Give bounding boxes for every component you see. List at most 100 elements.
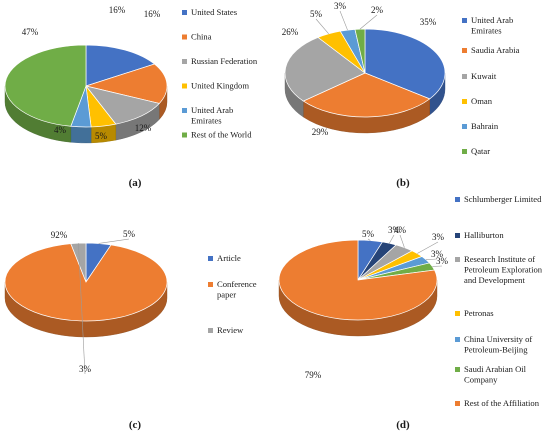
legend-item-rest-of-the-affiliation: Rest of the Affiliation [455, 398, 540, 408]
pie-slice-kuwait [284, 37, 366, 102]
pie-slice-united-states [85, 44, 156, 87]
pie-top [4, 44, 168, 128]
data-label-saudi-arabian-oil-company: 3% [436, 256, 449, 266]
legend-swatch [455, 367, 460, 372]
legend-swatch [208, 256, 213, 261]
data-label-petronas: 3% [432, 232, 445, 242]
legend-swatch [182, 34, 187, 40]
legend-swatch [462, 149, 467, 154]
data-labels: 35% 29% 26% 5% 3% 2% [282, 1, 437, 137]
legend-item-china: China [182, 32, 212, 42]
data-label-united-arab-emirates: 35% [420, 17, 437, 27]
data-label-kuwait: 26% [282, 27, 299, 37]
legend-item-qatar: Qatar [462, 146, 490, 156]
legend-label: Saudi Arabian Oil [464, 364, 527, 374]
panel-caption-c: (c) [129, 419, 142, 431]
legend-label: Oman [471, 96, 493, 106]
legend-swatch [182, 132, 187, 138]
leader-line [417, 241, 439, 254]
legend-item-rest-of-the-world: Rest of the World [182, 130, 252, 140]
leader-line [339, 10, 348, 31]
legend-label: Russian Federation [191, 56, 258, 66]
leader-line [359, 14, 378, 30]
pie-slice-conference-paper [4, 243, 168, 322]
panel-caption-a: (a) [129, 177, 142, 189]
legend-item-review: Review [208, 325, 244, 335]
data-label-china: 16% [109, 5, 126, 15]
legend-label: Schlumberger Limited [464, 194, 542, 204]
legend-label: Bahrain [471, 121, 499, 131]
legend-label: Kuwait [471, 71, 497, 81]
legend-swatch [182, 83, 187, 89]
legend-label: paper [217, 290, 236, 300]
legend-label: Petronas [464, 308, 494, 318]
data-label-halliburton: 3% [388, 225, 401, 235]
legend-swatch [182, 59, 187, 64]
pie-slice-qatar [354, 28, 366, 74]
legend-label: Qatar [471, 146, 490, 156]
legend-label: Petroleum Exploration [464, 265, 543, 275]
pie-slice-united-arab-emirates [364, 28, 446, 100]
legend-label: Review [217, 325, 244, 335]
data-label-review: 3% [79, 364, 92, 374]
legend-label: United Arab [471, 15, 513, 25]
legend-swatch [208, 282, 213, 287]
data-labels: 5% 3%4%3%3%3%79% [305, 225, 449, 380]
data-label-china-university-of-petroleum-beijing: 3% [431, 249, 444, 259]
legend-swatch [455, 257, 460, 262]
pie-top [4, 242, 168, 322]
panel-caption-d: (d) [396, 419, 410, 431]
legend-label: United Arab [191, 105, 233, 115]
legend-swatch [455, 311, 460, 316]
pie-slice-china [84, 63, 168, 104]
legend-swatch [182, 108, 187, 113]
legend-label: Rest of the Affiliation [464, 398, 540, 408]
legend-label: China University of [464, 334, 532, 344]
leader-line [367, 238, 371, 241]
pie-wall-united-arab-emirates [70, 126, 92, 144]
legend-item-russian-federation: Russian Federation [182, 56, 258, 66]
data-label-united-kingdom: 5% [95, 131, 108, 141]
leader-line [425, 258, 438, 260]
legend-label: United States [191, 7, 238, 17]
data-label-oman: 5% [310, 9, 323, 19]
legend-item-united-kingdom: United Kingdom [182, 81, 249, 91]
legend-item-halliburton: Halliburton [455, 230, 504, 240]
leader-line [98, 238, 130, 244]
data-label-united-states: 16% [144, 9, 161, 19]
panel-caption-b: (b) [396, 177, 410, 189]
pie-top [284, 28, 446, 118]
legend-label: Conference [217, 279, 257, 289]
legend-label: Petroleum-Beijing [464, 345, 528, 355]
leader-line [78, 243, 86, 375]
legend-label: Article [217, 253, 241, 263]
legend-label: Saudia Arabia [471, 45, 520, 55]
legend-swatch [208, 328, 213, 333]
pie-top [278, 239, 438, 321]
legend-item-schlumberger-limited: Schlumberger Limited [455, 194, 542, 204]
pie-slice-rest-of-the-world [4, 44, 87, 127]
legend-swatch [182, 10, 187, 15]
legend-item-united-states: United States [182, 7, 238, 17]
legend-item-petronas: Petronas [455, 308, 494, 318]
legend-label: Emirates [191, 116, 222, 126]
legend-item-kuwait: Kuwait [462, 71, 497, 81]
data-labels: 5% 92% 3% [51, 229, 136, 375]
data-label-saudia-arabia: 29% [312, 127, 329, 137]
legend-item-bahrain: Bahrain [462, 121, 499, 131]
leader-line [315, 18, 329, 34]
legend-swatch [462, 48, 467, 53]
legend-swatch [462, 18, 467, 23]
legend-item-article: Article [208, 253, 241, 263]
legend-label: Company [464, 375, 498, 385]
legend-label: Research Institute of [464, 254, 535, 264]
leader-line [389, 234, 395, 244]
